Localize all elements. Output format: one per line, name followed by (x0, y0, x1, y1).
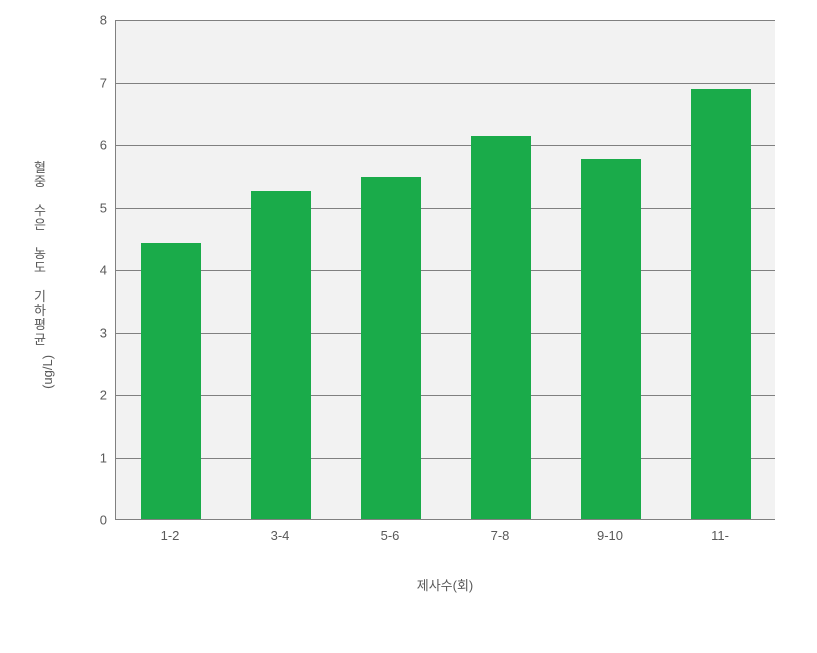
bar (251, 191, 311, 519)
xtick-label: 5-6 (350, 528, 430, 543)
bar (471, 136, 531, 519)
ytick-label: 5 (77, 200, 107, 215)
bar (141, 243, 201, 519)
gridline (116, 83, 775, 84)
gridline (116, 270, 775, 271)
bar (691, 89, 751, 519)
x-axis-title: 제사수(회) (115, 575, 775, 594)
xtick-label: 1-2 (130, 528, 210, 543)
plot-area (115, 20, 775, 520)
ytick-label: 7 (77, 75, 107, 90)
y-axis-tail: (ug/L) (41, 355, 55, 389)
xtick-label: 11- (680, 528, 760, 543)
gridline (116, 208, 775, 209)
xtick-label: 7-8 (460, 528, 540, 543)
y-axis-vertical-text: 혈중수은농도기하평균 (34, 160, 46, 347)
y-axis-title: 혈중수은농도기하평균 (ug/L) (31, 161, 49, 379)
ytick-label: 6 (77, 138, 107, 153)
gridline (116, 458, 775, 459)
ytick-label: 1 (77, 450, 107, 465)
gridline (116, 333, 775, 334)
gridline (116, 395, 775, 396)
chart-container: 0 1 2 3 4 5 6 7 8 1-2 3-4 5-6 7-8 9-10 11- 혈중수은농도기하평균… (0, 0, 817, 653)
xtick-label: 3-4 (240, 528, 320, 543)
bar (361, 177, 421, 519)
gridline (116, 145, 775, 146)
ytick-label: 0 (77, 513, 107, 528)
ytick-label: 2 (77, 388, 107, 403)
ytick-label: 3 (77, 325, 107, 340)
gridline (116, 20, 775, 21)
bar (581, 159, 641, 519)
xtick-label: 9-10 (570, 528, 650, 543)
ytick-label: 8 (77, 13, 107, 28)
ytick-label: 4 (77, 263, 107, 278)
